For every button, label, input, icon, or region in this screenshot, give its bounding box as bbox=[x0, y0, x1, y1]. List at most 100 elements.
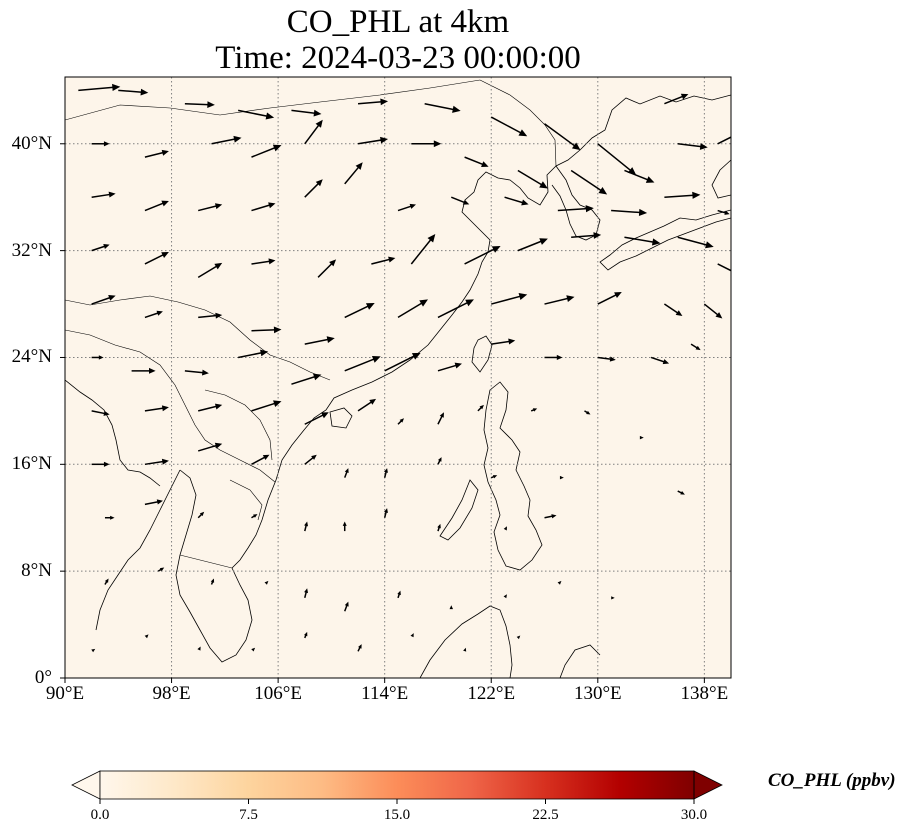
wind-arrow bbox=[544, 295, 575, 305]
wind-arrow bbox=[571, 232, 602, 239]
wind-vectors bbox=[78, 83, 731, 653]
wind-arrow bbox=[304, 336, 335, 345]
wind-arrow bbox=[357, 398, 377, 412]
wind-arrow bbox=[597, 356, 616, 362]
wind-arrow bbox=[677, 236, 714, 249]
wind-arrow bbox=[344, 468, 349, 478]
wind-arrow bbox=[184, 369, 209, 376]
wind-arrow bbox=[144, 200, 169, 212]
wind-arrow bbox=[597, 292, 622, 305]
axis-tickmarks bbox=[60, 143, 705, 683]
lon-tick-label: 138°E bbox=[680, 683, 729, 704]
wind-arrow bbox=[198, 312, 223, 319]
map-gridlines bbox=[65, 77, 731, 678]
lat-tick-label: 0° bbox=[34, 667, 52, 688]
wind-arrow bbox=[397, 203, 416, 212]
wind-arrow bbox=[371, 256, 396, 265]
concentration-field bbox=[65, 77, 731, 678]
wind-arrow bbox=[304, 179, 323, 198]
map-frame bbox=[64, 76, 732, 679]
wind-arrow bbox=[544, 123, 581, 151]
wind-arrow bbox=[198, 403, 223, 412]
wind-arrow bbox=[411, 140, 442, 148]
wind-arrow bbox=[717, 209, 730, 215]
wind-arrow bbox=[357, 644, 362, 652]
wind-arrow bbox=[717, 136, 731, 145]
wind-arrow bbox=[544, 514, 557, 519]
wind-arrow bbox=[717, 263, 731, 272]
wind-arrow bbox=[663, 303, 683, 317]
wind-arrow bbox=[251, 647, 256, 652]
wind-arrow bbox=[104, 578, 109, 585]
wind-arrow bbox=[304, 521, 309, 532]
wind-arrow bbox=[424, 102, 461, 113]
wind-arrow bbox=[304, 454, 317, 465]
wind-arrow bbox=[357, 136, 389, 145]
wind-arrow bbox=[144, 149, 169, 158]
colorbar-gradient bbox=[100, 771, 694, 799]
colorbar-tickmarks bbox=[99, 799, 695, 804]
wind-arrow bbox=[397, 590, 401, 599]
wind-arrow bbox=[437, 299, 474, 319]
wind-arrow bbox=[251, 400, 282, 412]
wind-arrow bbox=[677, 490, 685, 495]
colorbar-tick-label: 0.0 bbox=[90, 807, 110, 823]
wind-arrow bbox=[211, 135, 242, 145]
wind-arrow bbox=[517, 169, 548, 189]
wind-arrow bbox=[131, 367, 156, 374]
wind-arrow bbox=[91, 191, 116, 198]
wind-arrow bbox=[304, 631, 308, 639]
wind-arrow bbox=[410, 233, 436, 265]
wind-arrow bbox=[304, 412, 329, 425]
wind-arrow bbox=[664, 93, 689, 105]
wind-arrow bbox=[491, 338, 516, 345]
wind-arrow bbox=[437, 362, 462, 372]
wind-arrow bbox=[317, 259, 337, 278]
wind-arrow bbox=[437, 457, 442, 465]
wind-arrow bbox=[344, 356, 381, 372]
wind-arrow bbox=[557, 205, 594, 213]
plot-time-subtitle: Time: 2024-03-23 00:00:00 bbox=[215, 40, 581, 76]
wind-arrow bbox=[504, 196, 529, 206]
wind-arrow bbox=[464, 245, 501, 265]
lon-tick-label: 114°E bbox=[361, 683, 409, 704]
wind-arrow bbox=[238, 349, 269, 359]
wind-arrow bbox=[516, 635, 521, 640]
wind-arrow bbox=[184, 101, 215, 108]
wind-arrow bbox=[264, 580, 269, 585]
lon-tick-label: 106°E bbox=[254, 683, 302, 704]
wind-arrow bbox=[344, 601, 349, 612]
wind-arrow bbox=[144, 634, 149, 639]
wind-arrow bbox=[144, 499, 163, 506]
wind-arrow bbox=[91, 355, 104, 360]
wind-arrow bbox=[463, 647, 467, 652]
lat-tick-label: 40°N bbox=[11, 132, 52, 154]
wind-arrow bbox=[78, 83, 121, 92]
wind-arrow bbox=[91, 648, 96, 653]
wind-arrow bbox=[91, 243, 110, 252]
wind-arrow bbox=[91, 141, 110, 147]
wind-arrow bbox=[397, 299, 428, 319]
wind-arrow bbox=[157, 567, 165, 572]
wind-arrow bbox=[144, 405, 169, 412]
map-layers bbox=[65, 77, 731, 678]
wind-arrow bbox=[464, 156, 489, 168]
wind-arrow bbox=[304, 119, 323, 145]
wind-arrow bbox=[91, 410, 110, 416]
wind-arrow bbox=[384, 352, 421, 372]
wind-arrow bbox=[397, 418, 404, 425]
coastlines bbox=[65, 79, 731, 678]
wind-arrow bbox=[344, 303, 375, 319]
lon-tick-label: 90°E bbox=[45, 683, 85, 704]
wind-arrow bbox=[251, 454, 270, 465]
wind-arrow bbox=[624, 169, 655, 183]
wind-arrow bbox=[251, 202, 276, 212]
lon-tick-label: 130°E bbox=[573, 683, 622, 704]
colorbar-extend-max bbox=[693, 770, 723, 800]
wind-arrow bbox=[197, 511, 205, 519]
wind-arrow bbox=[238, 109, 275, 120]
colorbar-tick-label: 15.0 bbox=[383, 807, 411, 823]
lon-tick-label: 98°E bbox=[152, 683, 191, 704]
wind-arrow bbox=[198, 203, 223, 212]
